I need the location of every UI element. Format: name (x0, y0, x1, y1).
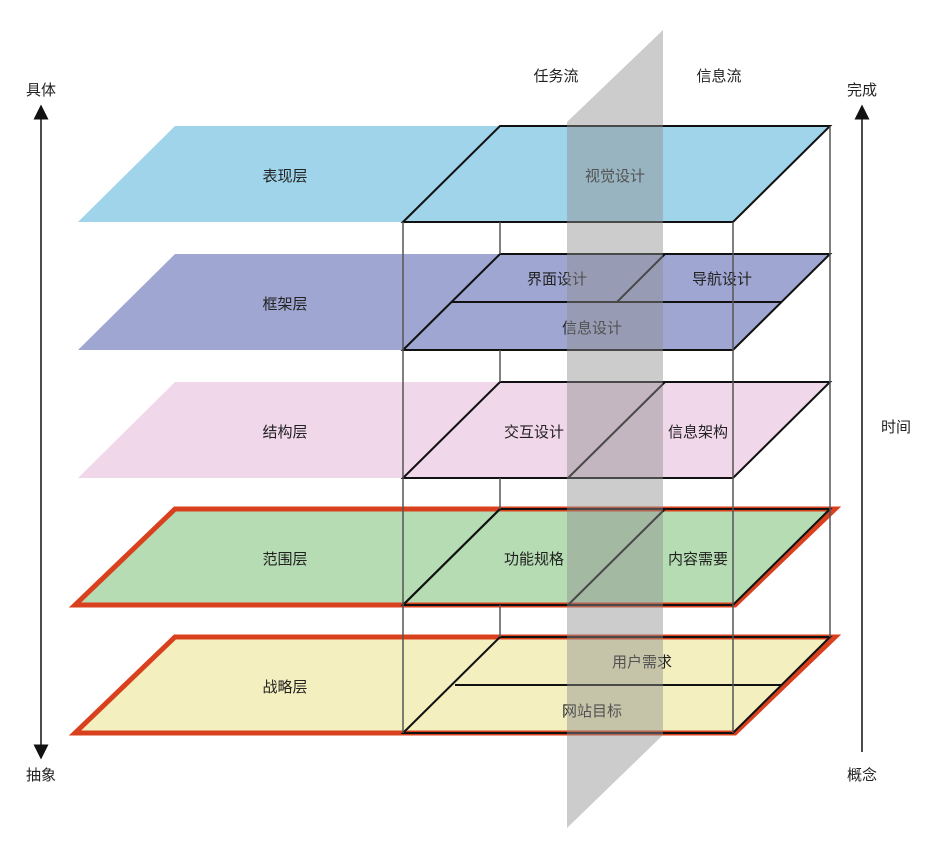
layer-surface: 表现层 视觉设计 (78, 125, 833, 223)
axis-concrete-label: 具体 (26, 81, 56, 99)
scope-divider-2 (567, 508, 666, 606)
cell-interaction-design: 交互设计 (504, 423, 564, 441)
layer-skeleton-label: 框架层 (262, 295, 307, 313)
cell-functional-specs: 功能规格 (504, 550, 564, 568)
layer-skeleton-plane (78, 254, 500, 350)
layer-structure-plane (78, 382, 500, 478)
axis-completion-label: 完成 (847, 81, 877, 99)
info-flow-label: 信息流 (696, 67, 741, 85)
box-vertical-edges (402, 126, 831, 733)
skeleton-vertical-divider (616, 253, 666, 303)
cell-information-architecture: 信息架构 (668, 423, 728, 441)
layer-structure-label: 结构层 (262, 423, 307, 441)
cell-visual-design: 视觉设计 (585, 167, 645, 185)
scope-divider-1 (402, 508, 501, 606)
layer-scope-label: 范围层 (262, 550, 307, 568)
layer-strategy-label: 战略层 (262, 678, 307, 696)
cell-information-design: 信息设计 (562, 319, 622, 337)
cell-content-requirements: 内容需要 (668, 550, 728, 568)
cell-navigation-design: 导航设计 (692, 270, 752, 288)
layer-structure: 结构层 交互设计 信息架构 (78, 381, 833, 479)
layer-surface-plane (78, 126, 500, 222)
layer-strategy: 战略层 用户需求 网站目标 (68, 634, 842, 736)
layer-scope: 范围层 功能规格 内容需要 (68, 506, 842, 608)
axis-abstract-label: 抽象 (26, 766, 56, 784)
task-flow-label: 任务流 (533, 67, 578, 85)
flow-divider-plane (567, 30, 663, 828)
layer-skeleton: 框架层 界面设计 导航设计 信息设计 (78, 253, 833, 351)
cell-user-needs: 用户需求 (612, 653, 672, 671)
structure-divider (567, 381, 666, 479)
cell-site-objectives: 网站目标 (562, 702, 622, 720)
layer-surface-label: 表现层 (262, 167, 307, 185)
cell-interface-design: 界面设计 (527, 270, 587, 288)
axis-time-label: 时间 (881, 418, 911, 436)
axis-conception-label: 概念 (847, 766, 877, 784)
